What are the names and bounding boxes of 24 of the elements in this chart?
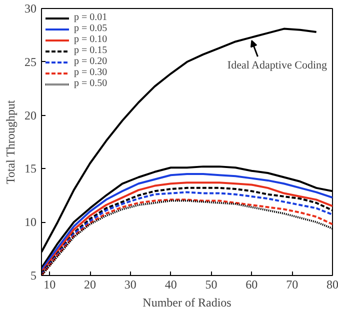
y-tick-label: 10: [24, 215, 36, 230]
legend-label: p = 0.30: [74, 67, 108, 78]
y-tick-label: 25: [24, 54, 36, 69]
legend-label: p = 0.01: [74, 12, 108, 23]
x-tick-label: 40: [164, 278, 177, 292]
y-tick-label: 15: [24, 162, 36, 176]
x-tick-label: 60: [246, 278, 258, 292]
y-tick-label: 5: [30, 268, 36, 282]
legend-label: p = 0.50: [74, 78, 108, 89]
legend-label: p = 0.10: [74, 34, 108, 45]
legend-label: p = 0.05: [74, 23, 108, 34]
legend-label: p = 0.20: [74, 56, 108, 67]
x-axis-title: Number of Radios: [142, 296, 232, 310]
x-tick-label: 70: [286, 278, 298, 292]
x-tick-label: 20: [84, 278, 96, 292]
y-axis-title: Total Throughput: [4, 99, 18, 184]
y-tick-label: 30: [24, 2, 36, 16]
x-tick-label: 10: [44, 278, 56, 292]
annotation: Ideal Adaptive Coding: [227, 60, 328, 72]
x-tick-label: 30: [124, 278, 136, 292]
y-tick-label: 20: [24, 108, 36, 122]
legend-label: p = 0.15: [74, 45, 108, 56]
x-tick-label: 80: [326, 278, 338, 292]
x-tick-label: 50: [205, 278, 218, 292]
